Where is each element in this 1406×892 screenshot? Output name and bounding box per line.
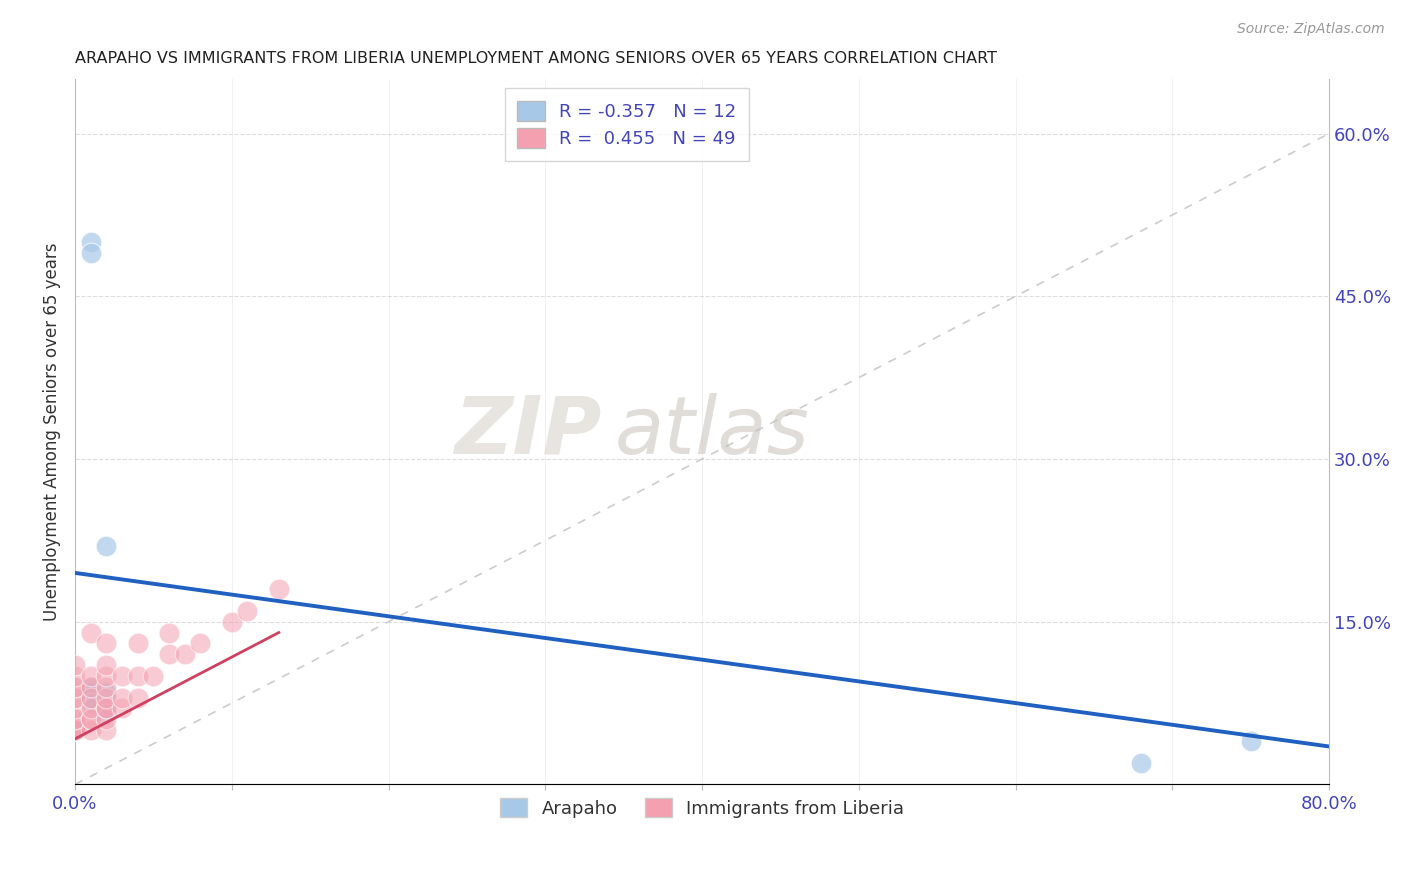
Point xyxy=(63,712,86,726)
Point xyxy=(96,701,118,715)
Point xyxy=(63,690,86,705)
Point xyxy=(63,658,86,673)
Point xyxy=(190,636,212,650)
Point xyxy=(79,696,101,710)
Point xyxy=(96,669,118,683)
Point xyxy=(79,235,101,249)
Point xyxy=(96,658,118,673)
Point xyxy=(96,539,118,553)
Point xyxy=(96,723,118,738)
Point xyxy=(221,615,243,629)
Point xyxy=(63,712,86,726)
Point xyxy=(79,246,101,260)
Point xyxy=(63,669,86,683)
Point xyxy=(127,669,149,683)
Point xyxy=(96,680,118,694)
Point xyxy=(173,647,195,661)
Point xyxy=(96,706,118,721)
Point xyxy=(79,690,101,705)
Point xyxy=(111,690,134,705)
Legend: Arapaho, Immigrants from Liberia: Arapaho, Immigrants from Liberia xyxy=(492,790,911,825)
Point xyxy=(96,690,118,705)
Point xyxy=(79,685,101,699)
Text: ZIP: ZIP xyxy=(454,392,602,471)
Point xyxy=(79,701,101,715)
Point xyxy=(79,723,101,738)
Point xyxy=(63,723,86,738)
Point xyxy=(236,604,259,618)
Text: atlas: atlas xyxy=(614,392,808,471)
Point xyxy=(63,701,86,715)
Point xyxy=(127,690,149,705)
Point xyxy=(63,723,86,738)
Point xyxy=(96,701,118,715)
Point xyxy=(79,669,101,683)
Point xyxy=(127,636,149,650)
Point xyxy=(1240,734,1263,748)
Point xyxy=(96,636,118,650)
Point xyxy=(63,723,86,738)
Point xyxy=(96,701,118,715)
Point xyxy=(1129,756,1152,770)
Point xyxy=(79,712,101,726)
Point xyxy=(63,723,86,738)
Point xyxy=(63,723,86,738)
Point xyxy=(96,685,118,699)
Text: Source: ZipAtlas.com: Source: ZipAtlas.com xyxy=(1237,22,1385,37)
Point xyxy=(63,680,86,694)
Y-axis label: Unemployment Among Seniors over 65 years: Unemployment Among Seniors over 65 years xyxy=(44,243,60,621)
Point xyxy=(79,680,101,694)
Point xyxy=(63,723,86,738)
Point xyxy=(96,712,118,726)
Point xyxy=(79,712,101,726)
Point xyxy=(79,680,101,694)
Point xyxy=(111,669,134,683)
Point xyxy=(142,669,165,683)
Point xyxy=(111,701,134,715)
Point xyxy=(63,680,86,694)
Point xyxy=(79,690,101,705)
Point xyxy=(79,625,101,640)
Point xyxy=(157,647,180,661)
Point xyxy=(63,723,86,738)
Point xyxy=(63,723,86,738)
Point xyxy=(157,625,180,640)
Point xyxy=(63,723,86,738)
Point xyxy=(267,582,290,597)
Point xyxy=(63,690,86,705)
Text: ARAPAHO VS IMMIGRANTS FROM LIBERIA UNEMPLOYMENT AMONG SENIORS OVER 65 YEARS CORR: ARAPAHO VS IMMIGRANTS FROM LIBERIA UNEMP… xyxy=(75,51,997,66)
